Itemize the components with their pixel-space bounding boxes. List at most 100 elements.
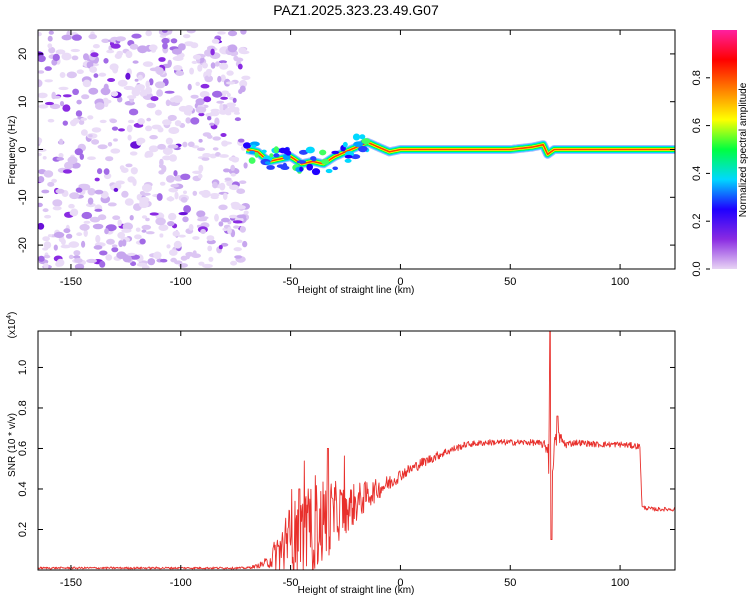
spectrogram-noise-blob [225, 81, 236, 85]
spectrogram-noise-blob [51, 178, 57, 183]
spectrogram-noise-blob [158, 224, 169, 231]
spectrogram-signal-blob [269, 153, 274, 158]
spectrogram-noise-blob [130, 261, 137, 267]
spectrogram-x-tick-label: -100 [170, 276, 192, 288]
spectrogram-noise-blob [185, 117, 191, 124]
spectrogram-noise-blob [130, 167, 138, 175]
spectrogram-noise-blob [69, 192, 80, 200]
spectrogram-noise-blob [99, 260, 106, 268]
spectrogram-noise-blob [214, 213, 219, 222]
spectrogram-noise-blob [87, 188, 96, 196]
spectrogram-signal-blob [261, 149, 267, 154]
spectrogram-noise-blob [47, 118, 55, 123]
spectrogram-noise-blob [218, 60, 228, 64]
spectrogram-x-ticks: -150 -100 -50 0 50 100 [60, 30, 629, 288]
spectrogram-noise-blob [53, 244, 58, 251]
spectrogram-noise-blob [161, 30, 168, 33]
spectrogram-noise-blob [142, 95, 150, 99]
spectrogram-signal-blob [358, 145, 368, 153]
spectrogram-signal-blob [282, 162, 288, 170]
spectrogram-noise-blob [55, 188, 65, 194]
spectrogram-noise-blob [162, 155, 172, 161]
spectrogram-noise-blob [38, 152, 42, 157]
spectrogram-noise-blob [154, 109, 162, 116]
spectrogram-noise-blob [182, 216, 189, 223]
spectrogram-noise-blob [183, 34, 191, 39]
spectrogram-noise-blob [212, 136, 221, 141]
spectrogram-noise-blob [47, 35, 53, 42]
spectrogram-noise-blob [74, 263, 85, 269]
spectrogram-noise-blob [218, 221, 224, 227]
spectrogram-noise-blob [91, 139, 100, 145]
spectrogram-noise-blob [178, 234, 186, 238]
spectrogram-noise-blob [234, 107, 240, 113]
spectrogram-noise-blob [68, 203, 75, 209]
spectrogram-noise-blob [168, 187, 178, 193]
spectrogram-noise-blob [122, 222, 133, 231]
spectrogram-noise-blob [161, 165, 167, 173]
spectrogram-noise-blob [199, 91, 210, 98]
spectrogram-noise-blob [172, 48, 182, 55]
spectrogram-noise-blob [167, 114, 177, 121]
spectrogram-signal-blob [353, 141, 363, 147]
snr-x-tick-label: 50 [504, 577, 516, 589]
spectrogram-noise-blob [156, 89, 164, 97]
spectrogram-signal-blob [344, 154, 353, 159]
spectrogram-noise-blob [117, 219, 122, 227]
spectrogram-noise-blob [145, 80, 150, 89]
spectrogram-noise-blob [212, 181, 218, 189]
spectrogram-noise-blob [81, 240, 86, 248]
spectrogram-noise-blob [128, 108, 139, 116]
spectrogram-noise-blob [103, 100, 109, 108]
spectrogram-noise-blob [61, 34, 72, 41]
spectrogram-noise-blob [70, 119, 77, 127]
spectrogram-noise-blob [180, 196, 188, 203]
spectrogram-noise-blob [79, 153, 85, 160]
spectrogram-noise-blob [113, 138, 118, 142]
spectrogram-noise-blob [52, 53, 60, 62]
spectrogram-noise-blob [141, 229, 147, 233]
spectrogram-noise-blob [183, 205, 192, 214]
spectrogram-noise-blob [47, 181, 55, 187]
spectrogram-noise-blob [117, 96, 123, 103]
spectrogram-noise-blob [153, 251, 162, 260]
spectrogram-noise-blob [103, 168, 110, 175]
spectrogram-noise-blob [45, 101, 54, 106]
spectrogram-noise-blob [144, 153, 150, 158]
spectrogram-noise-blob [237, 63, 243, 70]
spectrogram-noise-blob [217, 75, 222, 83]
spectrogram-noise-blob [187, 83, 192, 91]
spectrogram-noise-blob [82, 79, 92, 88]
spectrogram-noise-blob [74, 148, 84, 156]
spectrogram-noise-blob [166, 196, 175, 202]
spectrogram-noise-blob [38, 176, 45, 183]
spectrogram-noise-blob [125, 50, 133, 59]
spectrogram-noise-blob [150, 96, 159, 102]
spectrogram-noise-blob [126, 124, 133, 133]
spectrogram-noise-blob [38, 70, 45, 74]
spectrogram-noise-blob [236, 239, 243, 243]
spectrogram-noise-blob [83, 220, 91, 224]
colorbar-tick-label: 0.4 [691, 166, 703, 181]
spectrogram-noise-blob [42, 156, 47, 160]
spectrogram-noise-blob [206, 235, 215, 242]
spectrogram-noise-blob [233, 225, 240, 229]
spectrogram-noise-blob [224, 177, 232, 181]
spectrogram-x-tick-label: 50 [504, 276, 516, 288]
spectrogram-noise-blob [76, 232, 83, 237]
spectrogram-noise-blob [47, 43, 53, 49]
spectrogram-noise-blob [210, 108, 220, 113]
spectrogram-noise-blob [97, 144, 108, 150]
spectrogram-x-tick-label: 0 [397, 276, 403, 288]
spectrogram-noise-blob [92, 44, 100, 49]
spectrogram-noise-blob [71, 55, 79, 61]
spectrogram-noise-blob [86, 202, 96, 208]
spectrogram-noise-blob [202, 153, 212, 158]
spectrogram-noise-blob [71, 34, 82, 41]
spectrogram-noise-blob [172, 95, 183, 103]
spectrogram-noise-blob [183, 109, 192, 116]
spectrogram-noise-blob [167, 221, 175, 227]
spectrogram-signal-blob [248, 150, 256, 154]
spectrogram-noise-blob [211, 38, 220, 44]
spectrogram-noise-blob [203, 96, 212, 103]
